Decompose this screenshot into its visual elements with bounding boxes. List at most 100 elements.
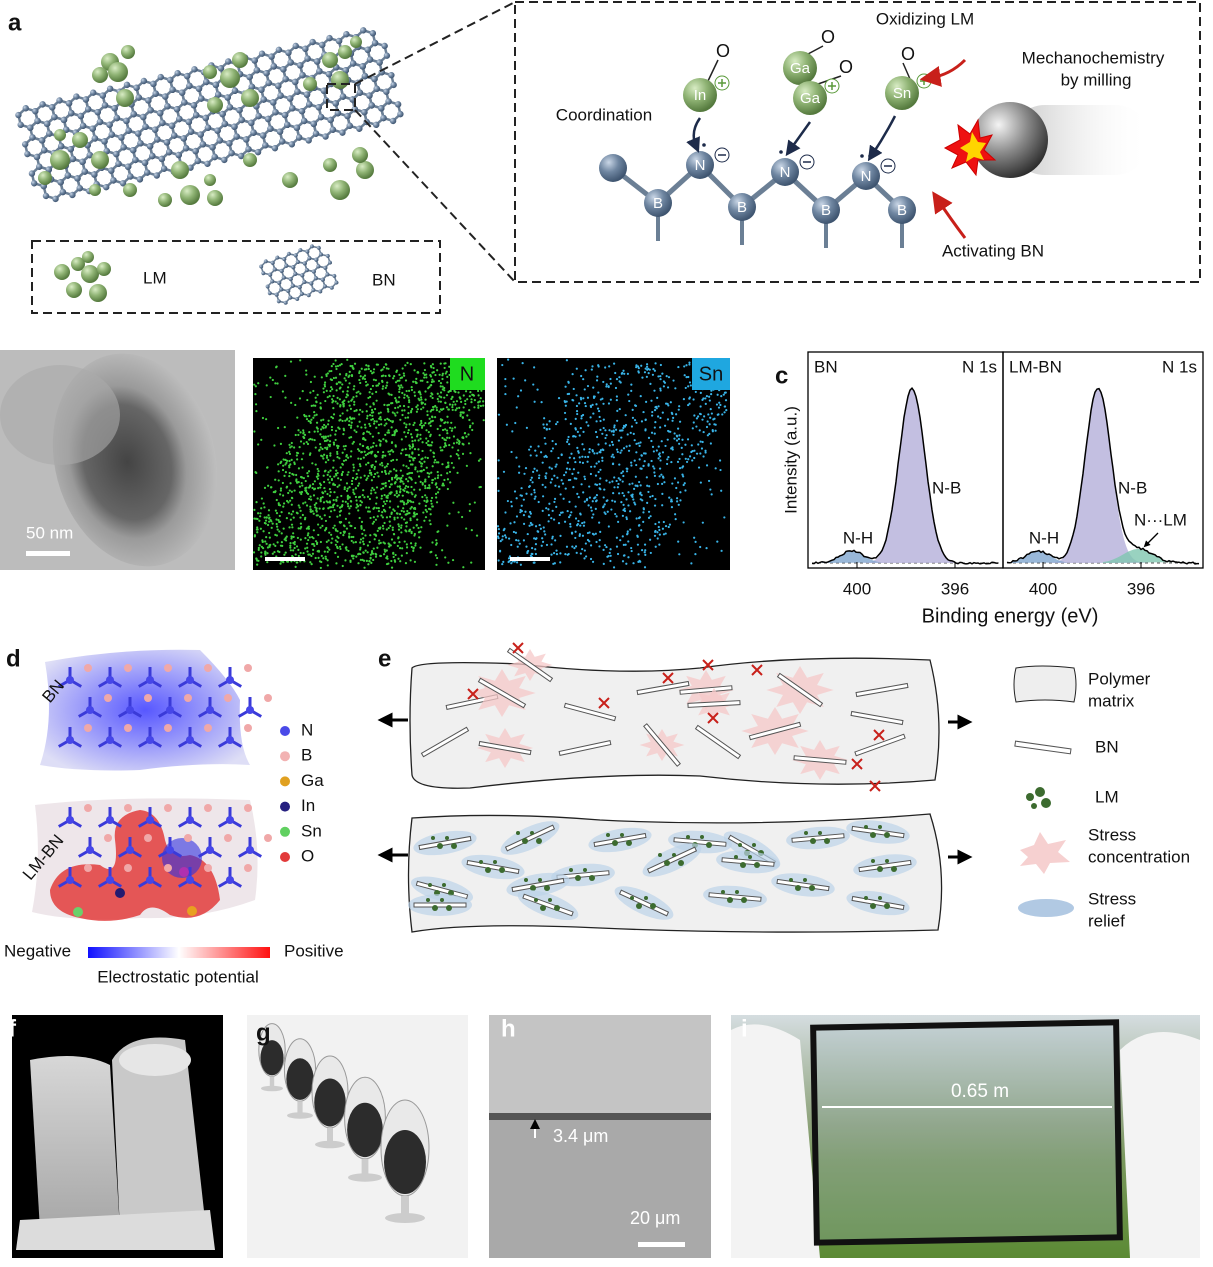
atom [214, 127, 221, 134]
dot [644, 549, 647, 552]
dot [395, 492, 398, 495]
dot [298, 491, 302, 494]
dot [334, 433, 337, 436]
dot [719, 468, 722, 472]
dot [598, 450, 601, 454]
lm-droplet [658, 853, 662, 857]
dot [430, 415, 434, 418]
dot [299, 527, 302, 530]
dot [321, 447, 324, 451]
dot [427, 443, 430, 447]
dot [353, 400, 356, 403]
dot [651, 373, 655, 376]
dot [470, 398, 473, 401]
dot [627, 491, 630, 494]
dot [582, 491, 585, 494]
atom [136, 176, 144, 183]
dot [401, 367, 404, 370]
atom [291, 265, 296, 270]
dot [436, 427, 439, 431]
dot [297, 527, 300, 530]
dot [669, 401, 672, 404]
lm-droplet [91, 151, 109, 169]
dot [671, 482, 674, 485]
dot [410, 388, 414, 392]
atom [158, 155, 166, 163]
dot [341, 500, 344, 503]
dot [348, 436, 351, 439]
dot [450, 429, 453, 432]
dot [401, 494, 404, 497]
dot [328, 548, 331, 551]
dot [580, 483, 583, 486]
dot [298, 446, 301, 449]
atom [261, 271, 266, 276]
lm-droplet [330, 180, 350, 200]
atom [81, 168, 89, 175]
dot [602, 402, 605, 405]
dot [390, 538, 394, 541]
atom [124, 804, 132, 812]
legend-label: concentration [1088, 847, 1190, 866]
lm-droplet [884, 832, 890, 838]
atom [248, 119, 255, 127]
dot [638, 480, 641, 484]
dot [413, 391, 416, 394]
dot [550, 467, 553, 470]
dot [447, 461, 450, 464]
dot [644, 400, 648, 403]
dot [373, 465, 376, 469]
lm-droplet [864, 896, 868, 900]
dot [497, 527, 500, 531]
dot [288, 471, 291, 475]
dot [658, 533, 661, 536]
atom [686, 151, 714, 179]
dot [353, 362, 357, 365]
dot [283, 426, 286, 429]
dot [592, 513, 595, 516]
dot [681, 473, 684, 476]
atom [305, 137, 312, 144]
dot [396, 495, 399, 498]
dot [462, 411, 465, 414]
atom [146, 143, 154, 150]
dot [457, 449, 460, 452]
dot [306, 442, 310, 446]
dot [445, 466, 448, 469]
dot [345, 396, 348, 399]
colorbar-title: Electrostatic potential [97, 967, 259, 986]
dot [679, 499, 682, 502]
dot [610, 508, 613, 511]
lm-droplet [451, 843, 457, 849]
dot [571, 472, 574, 475]
dot [633, 439, 636, 442]
atom [202, 114, 209, 122]
dot [626, 530, 629, 533]
atom [316, 264, 321, 269]
dot [568, 516, 571, 519]
atom [298, 248, 303, 253]
dot [410, 478, 413, 481]
dot [677, 427, 680, 430]
dot [452, 435, 456, 438]
dot [385, 422, 388, 425]
dot [641, 376, 644, 379]
dot [392, 552, 395, 555]
dot [545, 507, 548, 510]
dot [649, 538, 652, 541]
dot [413, 439, 417, 442]
atom [193, 111, 200, 119]
dot [644, 418, 647, 422]
dot [420, 526, 423, 529]
dot [465, 527, 468, 530]
dot [629, 510, 632, 513]
metal [783, 51, 817, 85]
dot [318, 507, 321, 510]
dot [658, 528, 661, 532]
dot [534, 525, 538, 528]
dot [324, 555, 327, 558]
atom-label: N [695, 157, 706, 174]
dot [510, 500, 513, 503]
dot [381, 456, 384, 459]
